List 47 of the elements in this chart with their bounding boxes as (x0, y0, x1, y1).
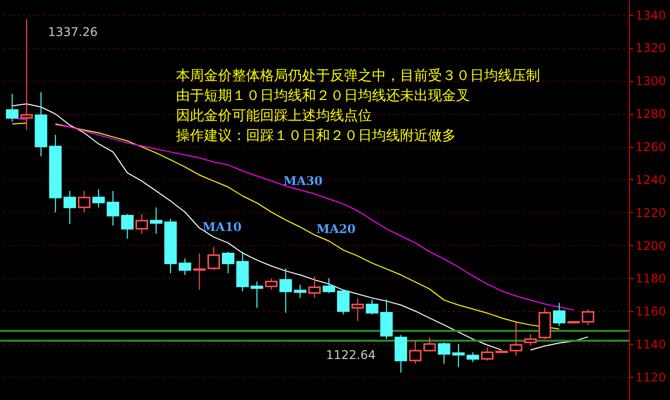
candlestick (265, 278, 278, 290)
y-tick-label: 1300 (636, 74, 666, 88)
y-tick-label: 1260 (636, 140, 666, 154)
y-tick-label: 1320 (636, 41, 666, 56)
y-tick-label: 1220 (636, 206, 666, 220)
y-tick-label: 1280 (636, 107, 666, 122)
y-tick-label: 1160 (636, 304, 666, 319)
annotation: 操作建议：回踩１０日和２０日均线附近做多 (176, 128, 456, 144)
candlestick (466, 352, 480, 363)
series-label: MA20 (316, 222, 356, 236)
candlestick (6, 93, 18, 122)
candlestick (121, 213, 134, 240)
candlestick (337, 289, 350, 315)
candlestick (20, 18, 33, 131)
candlestick (207, 246, 220, 270)
y-tick-label: 1240 (636, 172, 666, 187)
annotation: 因此金价可能回踩上述均线点位 (176, 108, 372, 124)
candlestick (193, 253, 206, 290)
y-tick-label: 1140 (636, 338, 666, 352)
series-label: MA10 (202, 220, 242, 234)
candlestick (78, 190, 90, 213)
y-tick-label: 1200 (636, 238, 666, 253)
candlestick (136, 213, 148, 234)
candlestick (524, 334, 537, 346)
candlestick (150, 206, 162, 234)
candlestick (423, 336, 436, 352)
annotation: 本周金价整体格局仍处于反弹之中，目前受３０日均线压制 (176, 68, 540, 84)
candlestick (409, 340, 422, 364)
candlestick (279, 268, 292, 314)
annotation: 1337.26 (48, 25, 98, 39)
annotation: 由于短期１０日均线和２０日均线还未出现金叉 (176, 88, 470, 104)
series-label: MA30 (283, 174, 323, 188)
candlestick (308, 276, 321, 298)
annotation: 1122.64 (326, 348, 376, 362)
y-tick-label: 1120 (636, 370, 666, 384)
candlestick (552, 302, 566, 326)
candlestick (64, 190, 76, 224)
candlestick (294, 284, 306, 298)
candlestick (222, 251, 234, 274)
y-tick-label: 1180 (636, 272, 666, 286)
candlestick (510, 322, 522, 356)
candlestick (394, 334, 408, 374)
y-tick-label: 1340 (636, 8, 666, 22)
candlestick (322, 278, 336, 294)
candlestick (351, 297, 364, 322)
candlestick (582, 308, 594, 326)
candlestick (480, 346, 494, 361)
